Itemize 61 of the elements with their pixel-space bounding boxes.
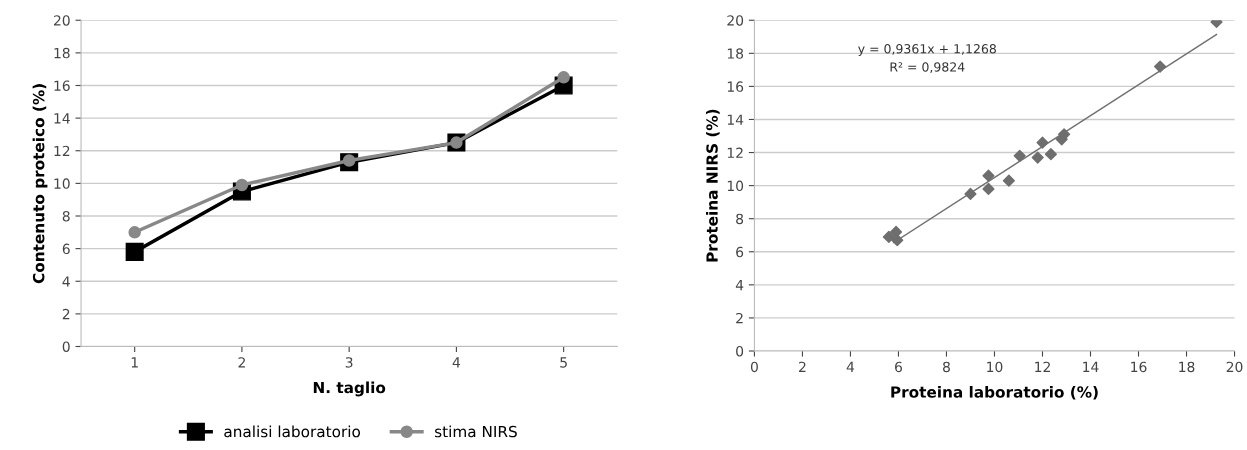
x-tick-label: 6 — [895, 361, 903, 373]
y-tick-label: 16 — [54, 80, 70, 91]
y-tick-label: 14 — [54, 113, 70, 124]
point — [889, 225, 903, 239]
y-tick-label: 10 — [54, 178, 70, 189]
x-tick-label: 4 — [846, 361, 855, 372]
point — [1002, 174, 1015, 187]
y-tick-label: 14 — [727, 114, 744, 125]
y-tick-label: 18 — [54, 47, 70, 59]
x-tick-label: 12 — [1035, 361, 1050, 372]
annotation: y = 0,9361x + 1,1268 — [858, 44, 996, 56]
x-tick-label: 5 — [560, 357, 567, 368]
point — [557, 71, 570, 84]
x-tick-label: 8 — [943, 361, 950, 373]
x-tick-label: 0 — [750, 361, 758, 373]
annotation: R² = 0,9824 — [890, 62, 965, 73]
legend-label: analisi laboratorio — [224, 425, 361, 438]
x-tick-label: 2 — [238, 357, 245, 368]
y-tick-label: 4 — [735, 280, 744, 291]
y-tick-label: 2 — [62, 308, 70, 320]
y-tick-label: 0 — [736, 345, 744, 357]
point — [891, 234, 904, 247]
y-tick-label: 2 — [736, 312, 743, 324]
point — [125, 242, 144, 261]
point — [1031, 151, 1044, 164]
y-tick-label: 8 — [62, 210, 70, 222]
x-tick-label: 10 — [987, 361, 1003, 373]
point — [964, 187, 977, 200]
point — [128, 226, 141, 239]
y-tick-label: 12 — [727, 147, 743, 158]
x-axis-title: N. taglio — [313, 381, 386, 397]
point — [1154, 60, 1167, 73]
x-axis-title: Proteina laboratorio (%) — [891, 385, 1098, 400]
x-tick-label: 1 — [131, 357, 138, 368]
legend-label: stima NIRS — [435, 425, 517, 438]
y-tick-label: 6 — [62, 243, 70, 255]
x-tick-label: 4 — [452, 357, 461, 368]
point — [1036, 136, 1049, 149]
y-tick-label: 4 — [62, 276, 70, 287]
x-tick-label: 14 — [1083, 361, 1099, 372]
point — [982, 169, 995, 182]
point — [982, 182, 995, 196]
y-tick-label: 10 — [727, 180, 744, 192]
point — [882, 230, 895, 243]
y-tick-label: 16 — [727, 81, 744, 92]
point — [1013, 149, 1026, 162]
y-tick-label: 6 — [736, 246, 744, 258]
y-tick-label: 18 — [727, 48, 744, 59]
x-tick-label: 18 — [1179, 361, 1195, 373]
y-tick-label: 20 — [53, 15, 70, 26]
x-tick-label: 3 — [345, 357, 353, 368]
point — [1044, 148, 1057, 161]
y-tick-label: 20 — [727, 15, 744, 26]
y-axis-title: Proteina NIRS (%) — [706, 109, 720, 262]
x-tick-label: 20 — [1226, 361, 1243, 373]
y-tick-label: 0 — [62, 341, 70, 352]
y-axis-title: Contenuto proteico (%) — [32, 84, 48, 284]
x-tick-label: 2 — [799, 361, 806, 372]
y-tick-label: 12 — [54, 145, 70, 157]
y-tick-label: 8 — [736, 213, 744, 225]
x-tick-label: 16 — [1131, 361, 1147, 373]
